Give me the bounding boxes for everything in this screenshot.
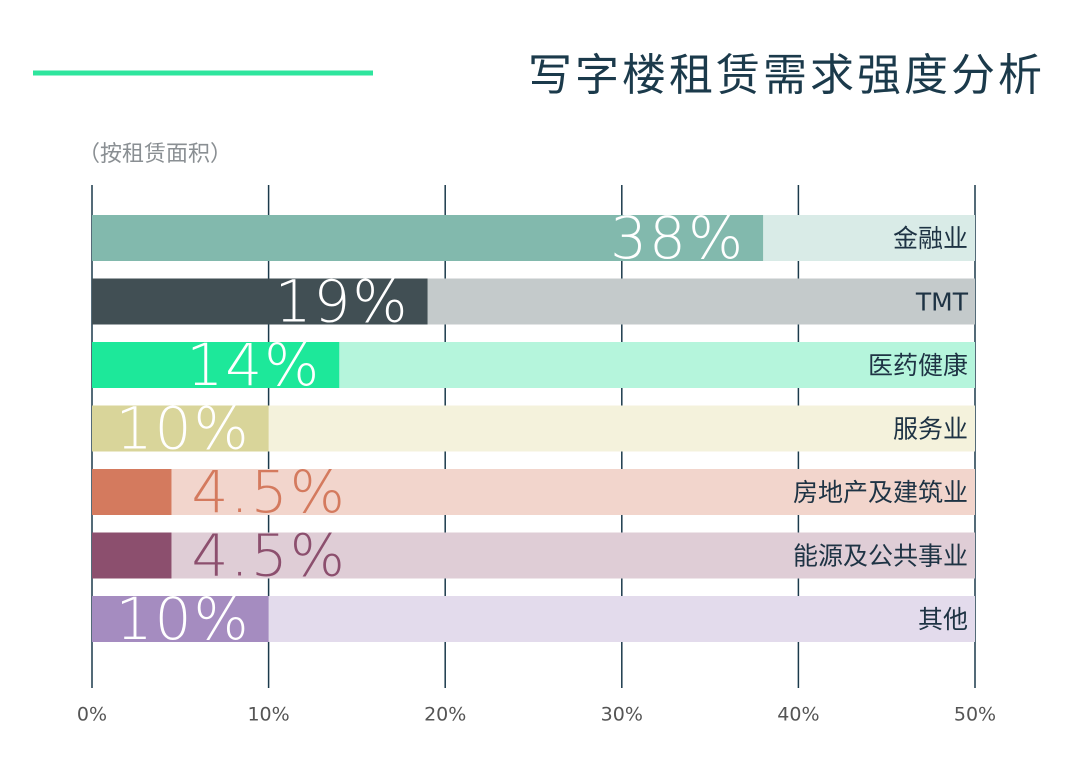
bar — [92, 532, 172, 579]
category-label: TMT — [915, 288, 969, 317]
value-label: 10% — [116, 395, 251, 463]
category-label: 医药健康 — [868, 351, 968, 380]
category-label: 金融业 — [893, 224, 968, 253]
bar-track — [92, 469, 975, 515]
value-label: 10% — [116, 585, 251, 653]
x-tick-label: 10% — [247, 704, 289, 726]
chart-title: 写字楼租赁需求强度分析 — [528, 50, 1045, 101]
bar — [92, 342, 340, 388]
x-tick-label: 0% — [77, 704, 107, 726]
value-label: 38% — [610, 204, 745, 272]
bar — [92, 596, 269, 642]
x-tick-label: 20% — [424, 704, 466, 726]
x-tick-label: 50% — [954, 704, 996, 726]
category-label: 房地产及建筑业 — [793, 478, 968, 507]
chart-subtitle: （按租赁面积） — [78, 142, 232, 167]
value-label: 4.5% — [191, 522, 346, 590]
bar — [92, 215, 764, 261]
bar — [92, 405, 269, 452]
bar-track — [92, 532, 975, 579]
category-label: 能源及公共事业 — [793, 542, 968, 571]
x-tick-label: 40% — [777, 704, 819, 726]
value-label: 14% — [186, 331, 321, 399]
value-label: 19% — [275, 268, 410, 336]
category-label: 其他 — [918, 605, 968, 634]
x-tick-label: 30% — [601, 704, 643, 726]
category-label: 服务业 — [893, 415, 968, 444]
bar — [92, 278, 428, 325]
bar — [92, 469, 172, 515]
value-label: 4.5% — [191, 458, 346, 526]
